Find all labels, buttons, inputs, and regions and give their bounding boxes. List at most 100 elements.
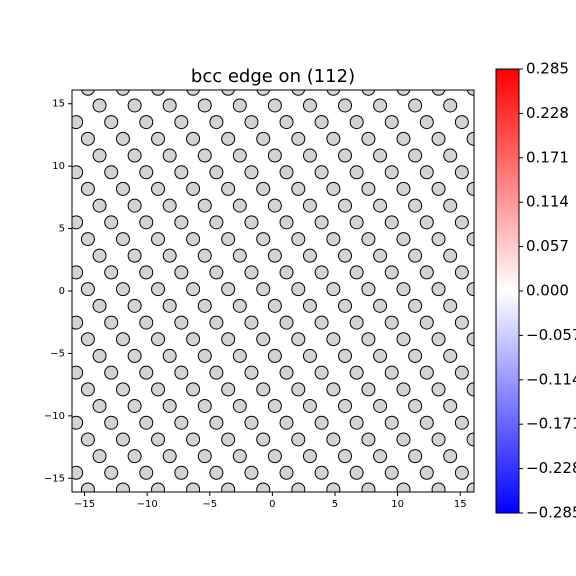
atom [162,98,177,113]
atom [221,90,236,96]
atom [431,482,446,492]
atom [186,282,201,297]
atom [256,282,271,297]
atom [209,165,224,180]
atom [174,415,189,430]
atom [139,315,154,330]
atom [314,215,329,230]
atom [139,415,154,430]
atom [80,482,95,492]
atom [419,165,434,180]
y-tick-label: 0 [59,286,65,297]
atom [115,131,130,146]
atom [326,181,341,196]
atom [127,198,142,213]
atom [408,298,423,313]
colorbar-tick-label: 0.000 [526,282,569,300]
atom [384,115,399,130]
atom [232,248,247,263]
atom [197,198,212,213]
atom [326,332,341,347]
atom [104,115,119,130]
atom [151,432,166,447]
atom [314,415,329,430]
y-tick-label: −5 [50,348,65,359]
atom [373,98,388,113]
atom [80,382,95,397]
atom [197,98,212,113]
atom [104,315,119,330]
atom [92,148,107,163]
atom [80,332,95,347]
atom [349,115,364,130]
colorbar-tick-label: 0.114 [526,193,569,211]
y-tick-label: 5 [59,224,65,235]
atom [197,148,212,163]
atom [151,332,166,347]
atom [92,398,107,413]
atom [72,215,84,230]
atom [151,382,166,397]
atom [92,298,107,313]
atom [127,398,142,413]
atom [104,265,119,280]
atom [174,265,189,280]
atom [314,365,329,380]
atom [443,298,458,313]
atom [396,282,411,297]
colorbar-tick-label: 0.171 [526,148,569,166]
atom [338,348,353,363]
atom [373,449,388,464]
atom [279,115,294,130]
atom [443,449,458,464]
atom [396,332,411,347]
atom [338,198,353,213]
atom [314,465,329,480]
atom [349,265,364,280]
atom [256,90,271,96]
atom [419,315,434,330]
atom [396,482,411,492]
atom [338,398,353,413]
atom [80,282,95,297]
atom [256,332,271,347]
atom [267,248,282,263]
atom [396,181,411,196]
atom [302,98,317,113]
atom [302,248,317,263]
atom [279,465,294,480]
y-tick-label: 10 [52,161,65,172]
atom [431,131,446,146]
atom [244,365,259,380]
atom [186,432,201,447]
colorbar-tick-label: −0.057 [526,326,576,344]
atom [373,148,388,163]
x-tick-label: 10 [391,499,404,510]
atom [454,415,469,430]
atom [326,382,341,397]
atom [72,165,84,180]
colorbar-tick-label: −0.285 [526,504,576,522]
atom [221,482,236,492]
atom [139,265,154,280]
atom [174,115,189,130]
atom [162,148,177,163]
atom [267,348,282,363]
atom [72,365,84,380]
atom [302,198,317,213]
atom [80,432,95,447]
atom [256,131,271,146]
atom [139,165,154,180]
x-tick-label: 5 [332,499,338,510]
atom [302,348,317,363]
atom [326,131,341,146]
atom [302,398,317,413]
atom [279,265,294,280]
atom [384,315,399,330]
atoms [72,90,474,492]
atom [186,382,201,397]
atom [454,265,469,280]
atom [104,415,119,430]
atom [267,449,282,464]
atom [209,365,224,380]
